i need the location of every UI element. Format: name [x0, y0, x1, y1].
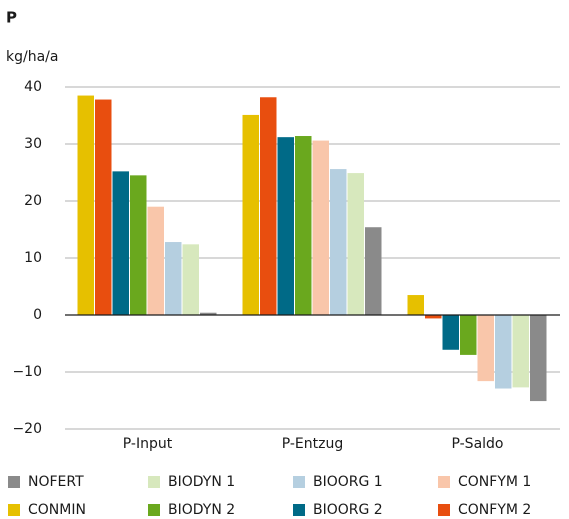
legend-item: BIODYN 1 [148, 474, 235, 490]
bar [512, 315, 529, 388]
legend-swatch [438, 476, 450, 488]
y-tick-label: 10 [24, 250, 42, 266]
bar [200, 312, 217, 315]
bar [182, 244, 199, 315]
bar [330, 169, 347, 315]
legend-swatch [148, 476, 160, 488]
bar [312, 140, 329, 315]
bar [277, 137, 294, 315]
bar [260, 97, 277, 315]
bar [295, 136, 312, 315]
legend-swatch [148, 504, 160, 516]
bar [460, 315, 477, 355]
y-axis-label: kg/ha/a [6, 49, 58, 65]
bar [425, 315, 442, 319]
y-tick-label: −20 [12, 421, 42, 437]
legend-swatch [293, 476, 305, 488]
bar [477, 315, 494, 382]
legend-label: CONMIN [28, 502, 86, 518]
legend-label: BIODYN 1 [168, 474, 235, 490]
legend-label: CONFYM 1 [458, 474, 531, 490]
legend-label: NOFERT [28, 474, 84, 490]
legend-item: BIOORG 2 [293, 502, 383, 518]
legend-swatch [8, 476, 20, 488]
y-tick-label: 0 [33, 307, 42, 323]
legend-item: NOFERT [8, 474, 84, 490]
x-tick-label: P-Input [123, 436, 173, 452]
bar [95, 99, 112, 315]
legend-item: CONMIN [8, 502, 86, 518]
bar [130, 175, 147, 315]
legend-item: CONFYM 1 [438, 474, 531, 490]
bar [530, 315, 547, 402]
legend-label: BIOORG 1 [313, 474, 383, 490]
y-tick-label: 30 [24, 136, 42, 152]
bar [165, 242, 182, 315]
bar [242, 114, 259, 316]
legend-swatch [8, 504, 20, 516]
legend-item: BIODYN 2 [148, 502, 235, 518]
y-tick-label: 40 [24, 79, 42, 95]
y-tick-label: −10 [12, 364, 42, 380]
legend-swatch [293, 504, 305, 516]
bar [347, 173, 364, 315]
bar [147, 206, 164, 315]
bar [442, 315, 459, 350]
bar [112, 171, 129, 315]
chart-title: P [6, 9, 17, 27]
legend-swatch [438, 504, 450, 516]
legend-label: CONFYM 2 [458, 502, 531, 518]
bar [77, 95, 94, 315]
legend-label: BIOORG 2 [313, 502, 383, 518]
x-tick-label: P-Saldo [452, 436, 504, 452]
x-tick-label: P-Entzug [282, 436, 344, 452]
legend-item: CONFYM 2 [438, 502, 531, 518]
bar [365, 227, 382, 315]
bar [495, 315, 512, 389]
legend-item: BIOORG 1 [293, 474, 383, 490]
legend-label: BIODYN 2 [168, 502, 235, 518]
y-tick-label: 20 [24, 193, 42, 209]
bar [407, 295, 424, 315]
